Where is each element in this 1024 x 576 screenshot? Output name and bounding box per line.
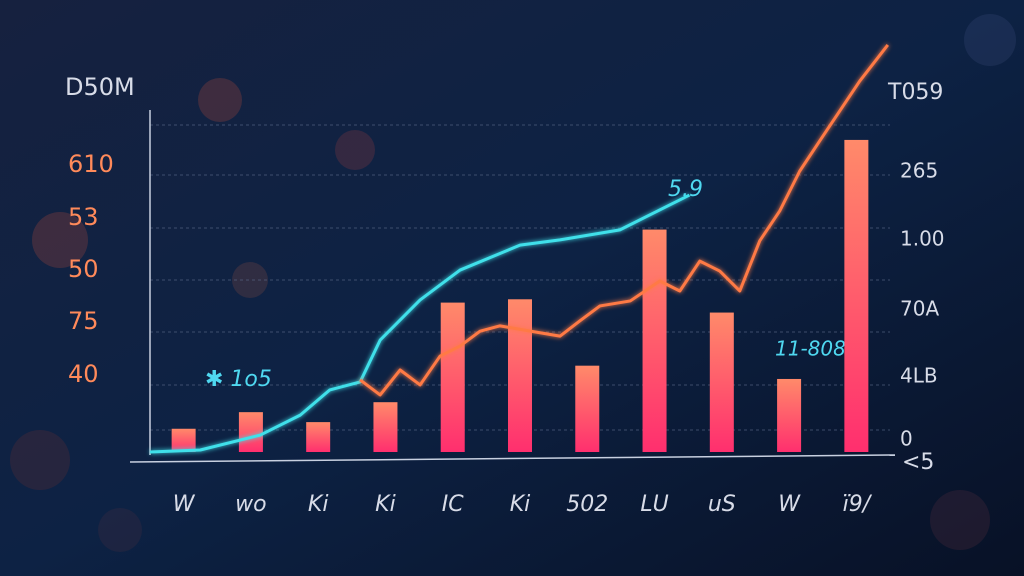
bar <box>844 139 869 453</box>
x-tick-label: W <box>173 492 196 517</box>
x-tick-label: 502 <box>566 492 608 517</box>
chart-title: D50M <box>65 73 135 101</box>
y-axis-label: 53 <box>68 203 99 231</box>
x-tick-label: Ki <box>308 492 329 517</box>
y2-axis-label: 265 <box>900 159 938 183</box>
bar <box>642 229 667 452</box>
bar <box>508 299 532 452</box>
chart-subtitle: T059 <box>887 80 943 105</box>
x-tick-label: LU <box>640 492 668 517</box>
line-series <box>149 193 691 454</box>
y2-axis-label: 0 <box>900 427 913 451</box>
y-axis-label: 610 <box>68 150 114 178</box>
bokeh <box>10 14 1016 552</box>
annotation: 11-808 <box>775 337 846 361</box>
bar <box>440 302 465 452</box>
bar <box>709 312 734 452</box>
x-tick-label: ï9/ <box>843 492 873 517</box>
x-tick-label: uS <box>708 492 736 517</box>
y2-axis-label: 70A <box>900 297 939 321</box>
line-series <box>359 44 889 397</box>
bar <box>306 422 331 452</box>
y-axis-label: 50 <box>68 255 99 283</box>
y2-axis-label: 4LB <box>900 364 938 388</box>
bar <box>238 412 263 452</box>
bar <box>777 378 802 452</box>
x-tick-label: wo <box>235 492 266 517</box>
x-tick-label: W <box>778 492 801 517</box>
x-tick-label: Ki <box>375 492 396 517</box>
y2-axis-label: 1.00 <box>900 227 945 251</box>
y-axis-label: 75 <box>68 307 99 335</box>
bar <box>171 428 196 452</box>
x-tick-label: Ki <box>510 492 531 517</box>
x-tick-label: IC <box>442 492 464 517</box>
annotation: ✱ 1o5 <box>205 367 272 392</box>
y-axis-label: 40 <box>68 360 99 388</box>
bar <box>575 365 600 452</box>
annotation: <5 <box>902 450 934 475</box>
bar <box>373 402 398 452</box>
x-axis <box>129 454 896 463</box>
